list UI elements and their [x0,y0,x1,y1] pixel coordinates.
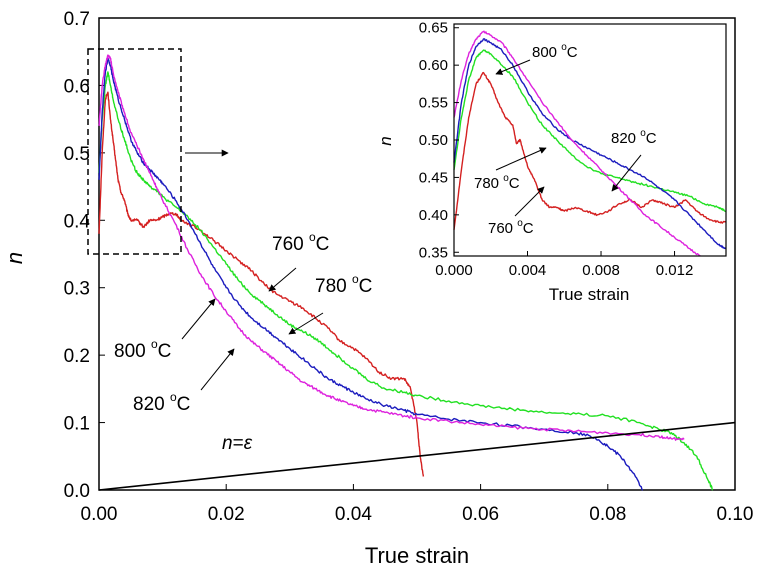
inset-label-820C-base: 820 [611,130,640,147]
arrow-780C [288,312,324,335]
inset-arrow-800C [495,59,531,75]
main-x-tick-label: 0.06 [462,504,499,525]
inset-label-820C: 820 oC [611,128,657,147]
main-series-n-eq-ε [98,421,736,491]
label-760C-sup: o [309,230,316,244]
label-820C-sup: o [170,390,177,404]
label-780C-base: 780 [315,276,352,297]
inset-label-760C-base: 760 [488,220,517,237]
label-780C-sup: o [352,272,359,286]
main-x-tick-label: 0.08 [589,504,626,525]
inset-label-820C-sup: o [640,128,646,139]
main-series-760C [98,91,425,477]
main-x-tick-label: 0.02 [208,504,245,525]
main-y-tick-label: 0.6 [64,76,90,97]
label-n-eq-epsilon: n=ε [222,433,253,454]
inset-label-780C-tail: C [509,175,520,192]
label-760C: 760 oC [272,230,329,255]
main-y-tick-label: 0.0 [64,481,90,502]
inset-series-760C [453,71,727,230]
label-800C-tail: C [158,341,172,362]
inset-y-tick-label: 0.65 [419,20,448,37]
main-series-820C [98,54,685,441]
inset-label-800C-base: 800 [532,44,561,61]
main-y-tick-label: 0.5 [64,144,90,165]
label-780C: 780 oC [315,272,372,297]
main-x-tick-label: 0.00 [81,504,118,525]
inset-label-820C-tail: C [646,130,657,147]
inset-arrow-760C [514,186,545,217]
inset-y-tick-label: 0.55 [419,95,448,112]
inset-y-tick-label: 0.60 [419,57,448,74]
label-820C-tail: C [177,394,191,415]
inset-label-760C-sup: o [517,218,523,229]
main-y-tick-label: 0.1 [64,414,90,435]
inset-label-800C-tail: C [567,44,578,61]
inset-label-780C-base: 780 [474,175,503,192]
main-y-tick-label: 0.3 [64,279,90,300]
arrow-760C [268,267,297,292]
label-760C-base: 760 [272,234,309,255]
arrow-800C [181,298,216,340]
inset-arrow-780C [495,147,547,171]
inset-series-820C [453,30,701,257]
inset-label-780C: 780 oC [474,173,520,192]
inset-x-tick-label: 0.012 [656,262,694,279]
main-series-group [98,54,736,491]
main-y-axis-title: n [2,252,27,264]
inset-y-tick-label: 0.35 [419,244,448,261]
main-y-tick-label: 0.2 [64,346,90,367]
zoom-region-box [87,48,182,255]
main-x-tick-label: 0.10 [717,504,754,525]
inset-label-800C: 800 oC [532,42,578,61]
inset-arrow-820C [611,154,642,192]
arrow-820C [200,348,235,391]
inset-x-tick-label: 0.008 [582,262,620,279]
inset-y-axis-title: n [376,136,395,145]
main-x-tick-label: 0.04 [335,504,372,525]
label-800C-base: 800 [114,341,151,362]
main-y-tick-label: 0.4 [64,211,91,232]
label-800C-sup: o [151,337,158,351]
label-epsilon: ε [244,433,253,454]
main-y-tick-label: 0.7 [64,9,90,30]
inset-x-axis-title: True strain [549,285,630,304]
label-760C-tail: C [316,234,330,255]
label-820C: 820 oC [133,390,190,415]
main-x-axis-title: True strain [365,543,469,568]
inset-label-800C-sup: o [561,42,567,53]
label-800C: 800 oC [114,337,171,362]
inset-axis-ticks: 0.000 0.004 0.008 0.012 0.35 0.40 0.45 0.50 0.55… [419,20,694,279]
inset-series-group [453,30,727,257]
inset-y-tick-label: 0.50 [419,132,448,149]
inset-label-760C-tail: C [523,220,534,237]
label-n-italic: n [222,433,233,454]
inset-x-tick-label: 0.000 [435,262,473,279]
label-equals: = [233,433,244,454]
label-780C-tail: C [359,276,373,297]
main-series-780C [98,71,714,491]
inset-label-780C-sup: o [503,173,509,184]
label-820C-base: 820 [133,394,170,415]
inset-label-760C: 760 oC [488,218,534,237]
inset-x-tick-label: 0.004 [509,262,547,279]
main-axis-ticks: 0.00 0.02 0.04 0.06 0.08 0.100.00.10.20.30.40… [64,9,754,525]
main-series-800C [98,57,644,491]
inset-y-tick-label: 0.40 [419,207,448,224]
inset-y-tick-label: 0.45 [419,169,448,186]
inset-series-780C [453,49,727,213]
